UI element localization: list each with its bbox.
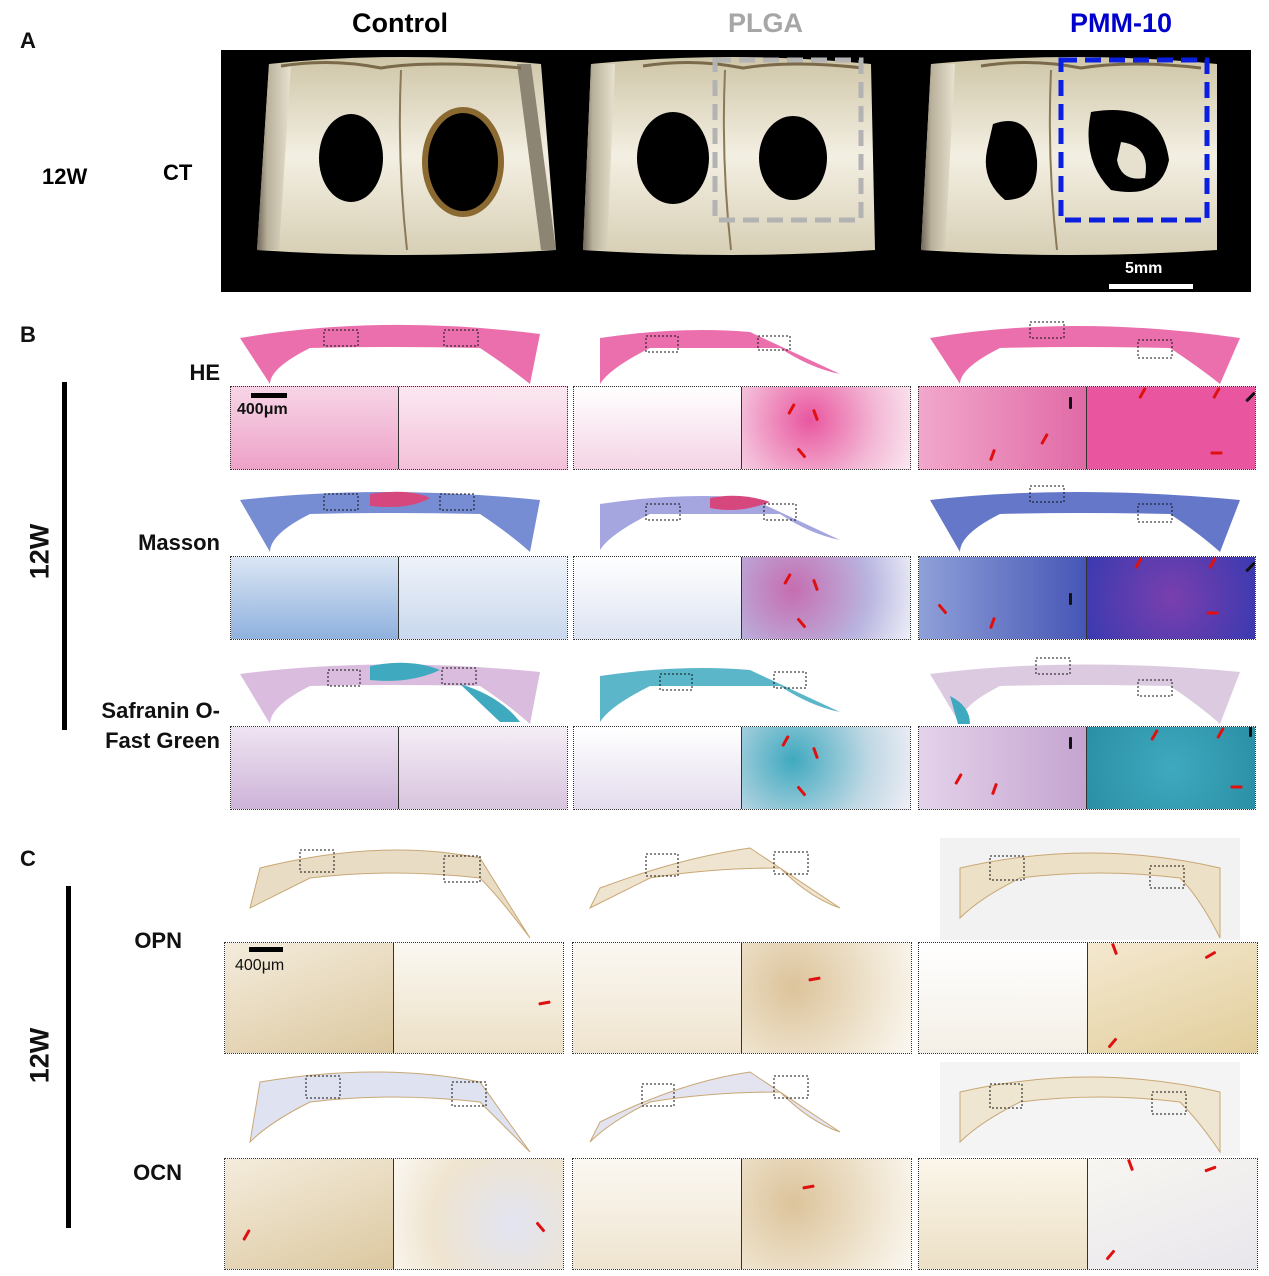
panel-b-timepoint-bar: [62, 382, 67, 730]
opn-inset-plga: [572, 942, 912, 1054]
he-overview-control: [240, 324, 540, 384]
ocn-overview-plga: [589, 1071, 841, 1143]
safranin-inset-control: [230, 726, 568, 810]
he-inset-plga: [573, 386, 911, 470]
he-inset-pmm10: [918, 386, 1256, 470]
panel-a-modality: CT: [163, 160, 193, 185]
marker-label-opn: OPN: [134, 928, 182, 953]
opn-scale-label: 400μm: [235, 957, 285, 974]
safranin-overview-pmm10: [930, 657, 1240, 724]
panel-b-timepoint: 12W: [24, 523, 55, 580]
group-label-plga: PLGA: [728, 8, 804, 38]
ocn-overview-control: [249, 1071, 531, 1153]
opn-overview-row: [249, 838, 1240, 940]
safranin-overview-row: [240, 657, 1240, 724]
opn-inset-control: 400μm: [224, 942, 564, 1054]
ct-pmm10: [921, 57, 1217, 255]
masson-inset-pmm10: [918, 556, 1256, 640]
ocn-inset-control: [224, 1158, 564, 1270]
ct-control: [257, 57, 556, 255]
group-label-control: Control: [352, 8, 448, 38]
opn-inset-pmm10: [918, 942, 1258, 1054]
ocn-overview-pmm10: [940, 1062, 1240, 1156]
he-inset-control: 400μm: [230, 386, 568, 470]
panel-c-timepoint-bar: [66, 886, 71, 1228]
ocn-inset-plga: [572, 1158, 912, 1270]
safranin-inset-pmm10: [918, 726, 1256, 810]
ocn-overview-row: [249, 1062, 1240, 1156]
panel-b-label: B: [20, 322, 36, 347]
safranin-inset-plga: [573, 726, 911, 810]
safranin-overview-control: [240, 662, 540, 724]
ocn-inset-pmm10: [918, 1158, 1258, 1270]
stain-label-masson: Masson: [138, 530, 220, 555]
ct-scale-bar: [1109, 284, 1193, 289]
stain-label-he: HE: [189, 360, 220, 385]
ct-scale-label: 5mm: [1125, 260, 1163, 277]
ct-plga: [583, 57, 875, 255]
masson-inset-plga: [573, 556, 911, 640]
ct-image-panel: 5mm: [221, 50, 1251, 292]
he-overview-plga: [600, 330, 840, 384]
masson-inset-control: [230, 556, 568, 640]
masson-overview-plga: [600, 495, 840, 550]
marker-label-ocn: OCN: [133, 1160, 182, 1185]
panel-a-timepoint: 12W: [42, 164, 88, 189]
masson-overview-row: [240, 485, 1240, 552]
group-label-pmm10: PMM-10: [1070, 8, 1173, 38]
he-overview-pmm10: [930, 321, 1240, 384]
panel-a-label: A: [20, 28, 36, 53]
he-overview-row: [240, 321, 1240, 384]
masson-overview-control: [240, 491, 540, 552]
opn-scale-bar: [249, 947, 283, 952]
panel-c-timepoint: 12W: [24, 1027, 55, 1084]
opn-overview-plga: [588, 847, 841, 910]
he-scale-label: 400μm: [237, 401, 288, 418]
panel-c-label: C: [20, 846, 36, 871]
he-scale-bar: [251, 393, 287, 398]
safranin-overview-plga: [600, 668, 840, 722]
opn-overview-control: [249, 849, 531, 939]
masson-overview-pmm10: [930, 485, 1240, 552]
stain-label-safranin: Safranin O- Fast Green: [101, 698, 220, 753]
opn-overview-pmm10: [940, 838, 1240, 940]
ct-skull-renderings: [257, 57, 1217, 255]
